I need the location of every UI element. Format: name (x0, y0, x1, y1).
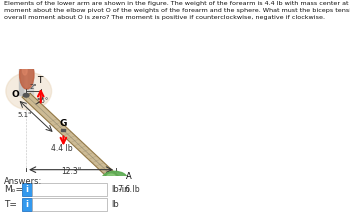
Text: 12.3": 12.3" (61, 167, 81, 176)
Polygon shape (28, 61, 34, 95)
Text: lb-in.: lb-in. (111, 185, 132, 194)
Ellipse shape (20, 60, 34, 89)
FancyBboxPatch shape (22, 198, 32, 211)
Text: Answers:: Answers: (4, 177, 42, 186)
Polygon shape (24, 61, 28, 95)
FancyBboxPatch shape (32, 183, 107, 196)
Circle shape (102, 171, 128, 188)
Circle shape (114, 178, 118, 181)
Text: 2": 2" (30, 84, 37, 90)
Text: 5.1": 5.1" (17, 112, 32, 118)
Text: A: A (126, 172, 132, 181)
Text: lb: lb (111, 200, 119, 209)
Text: T=: T= (4, 200, 17, 209)
Ellipse shape (22, 66, 27, 75)
Polygon shape (22, 94, 120, 181)
Circle shape (23, 94, 29, 97)
Text: i: i (26, 185, 28, 194)
Text: 7.6 lb: 7.6 lb (118, 185, 140, 194)
Text: T: T (37, 76, 42, 85)
Ellipse shape (6, 72, 51, 110)
FancyBboxPatch shape (22, 183, 32, 196)
Polygon shape (19, 61, 24, 95)
Circle shape (107, 174, 115, 179)
Text: Elements of the lower arm are shown in the figure. The weight of the forearm is : Elements of the lower arm are shown in t… (4, 2, 350, 20)
Text: i: i (26, 200, 28, 209)
Bar (62, 129, 65, 131)
Text: 4.4 lb: 4.4 lb (51, 144, 73, 153)
FancyBboxPatch shape (32, 198, 107, 211)
Text: 56°: 56° (36, 98, 49, 104)
Text: O: O (12, 90, 20, 99)
Text: Mₒ=: Mₒ= (4, 185, 23, 194)
Text: G: G (60, 119, 67, 128)
